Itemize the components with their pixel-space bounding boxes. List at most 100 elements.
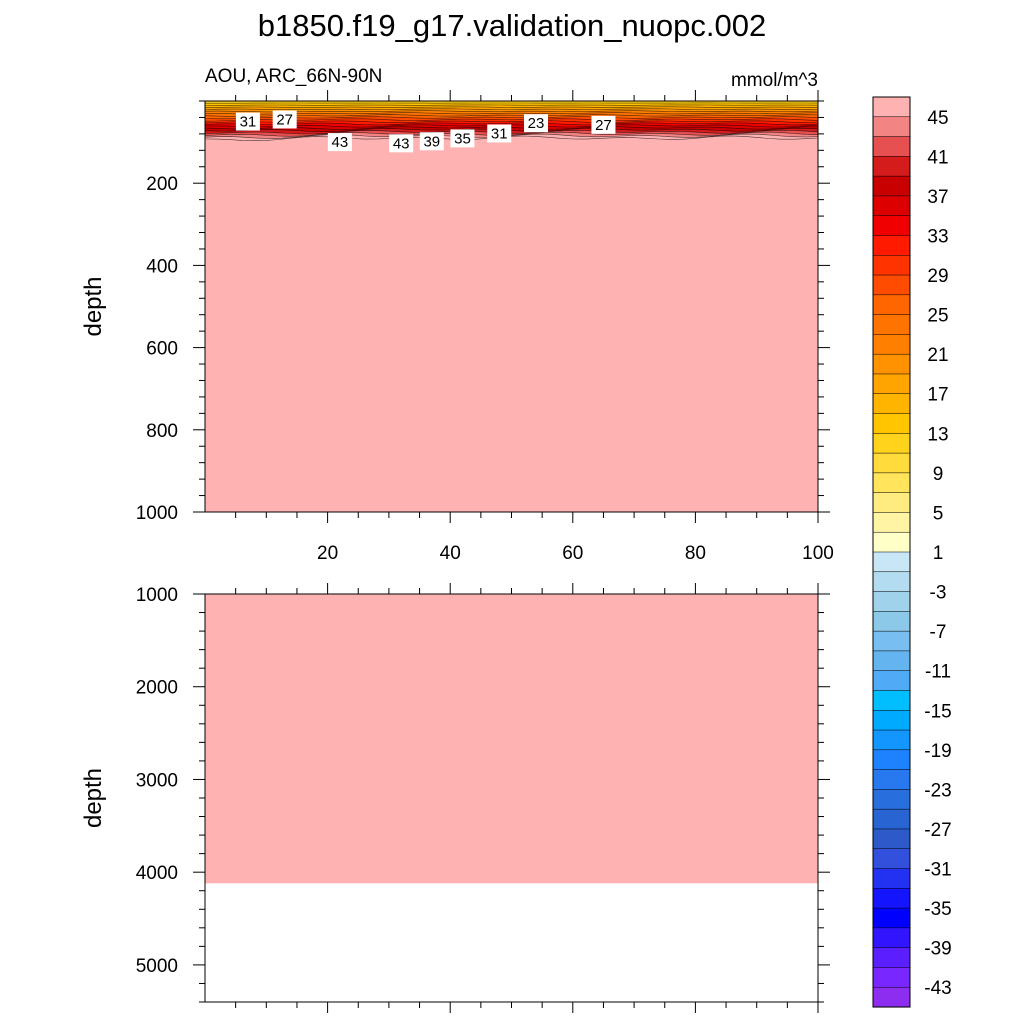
colorbar-label: 13 <box>927 424 948 445</box>
colorbar-label: 17 <box>927 385 948 406</box>
colorbar-swatch <box>872 452 911 474</box>
colorbar-swatch <box>872 195 911 217</box>
colorbar-swatch <box>872 729 911 751</box>
colorbar-swatch <box>872 967 911 988</box>
plot-title: b1850.f19_g17.validation_nuopc.002 <box>258 8 767 43</box>
colorbar-swatch <box>872 789 911 810</box>
colorbar-swatch <box>872 255 911 276</box>
colorbar-label: 1 <box>933 543 944 564</box>
y-tick-label: 1000 <box>136 585 178 606</box>
colorbar-frame <box>872 96 911 1008</box>
colorbar-swatch <box>872 769 911 790</box>
colorbar-label: -31 <box>924 860 951 881</box>
colorbar-label: 9 <box>933 464 944 485</box>
colorbar-label: -19 <box>924 741 951 762</box>
colorbar-swatch <box>872 353 911 375</box>
colorbar-swatch <box>872 650 911 672</box>
x-tick-label: 40 <box>440 543 461 564</box>
colorbar-swatch <box>872 749 911 771</box>
contour-label-box <box>591 115 616 134</box>
colorbar: 45 41 37 33 29 25 21 17 13 9 5 1 -3 -7 -11 -15 -19 -23 -27… <box>872 96 952 1008</box>
y-tick-label: 5000 <box>136 956 178 977</box>
colorbar-swatch <box>872 591 911 612</box>
colorbar-swatch <box>872 986 911 1008</box>
x-tick-label: 60 <box>562 543 583 564</box>
colorbar-label: -39 <box>924 939 951 960</box>
colorbar-swatch <box>872 947 911 968</box>
colorbar-label: 45 <box>927 108 948 129</box>
units-label: mmol/m^3 <box>731 70 818 91</box>
colorbar-swatch <box>872 512 911 533</box>
colorbar-label: -7 <box>930 622 947 643</box>
lower-depth-panel: 1000 2000 3000 4000 5000 depth <box>80 583 830 1013</box>
y-tick-label: 400 <box>146 256 178 277</box>
colorbar-swatch <box>872 393 911 415</box>
contour-label: 39 <box>423 133 440 150</box>
contour-label: 43 <box>393 135 410 152</box>
colorbar-swatch <box>872 472 911 494</box>
contour-label-box <box>389 134 414 153</box>
contour-label-box <box>235 112 260 131</box>
colorbar-swatch <box>872 868 911 889</box>
x-tick-label: 100 <box>802 543 834 564</box>
y-tick-label: 4000 <box>136 863 178 884</box>
colorbar-label: 41 <box>927 147 948 168</box>
colorbar-swatch <box>872 630 911 652</box>
colorbar-swatch <box>872 136 911 157</box>
contour-label-box <box>419 132 444 151</box>
contour-label: 31 <box>240 114 257 131</box>
colorbar-swatch <box>872 710 911 731</box>
colorbar-label: -15 <box>924 701 951 722</box>
contour-label: 27 <box>276 111 293 128</box>
y-tick-label: 2000 <box>136 678 178 699</box>
y-axis-label: depth <box>80 276 107 336</box>
colorbar-swatch <box>872 670 911 692</box>
x-tick-label: 20 <box>317 543 338 564</box>
colorbar-swatch <box>872 235 911 256</box>
colorbar-swatch <box>872 433 911 454</box>
colorbar-label: 5 <box>933 503 944 524</box>
y-axis-label: depth <box>80 768 107 828</box>
contour-label-box <box>450 129 475 148</box>
colorbar-label: -3 <box>930 583 947 604</box>
colorbar-label: 37 <box>927 187 948 208</box>
section-fill <box>205 594 818 884</box>
colorbar-label: 29 <box>927 266 948 287</box>
colorbar-swatch <box>872 294 911 316</box>
variable-label: AOU, ARC_66N-90N <box>205 66 382 87</box>
contour-label: 23 <box>528 115 545 132</box>
colorbar-label: 21 <box>927 345 948 366</box>
colorbar-swatch <box>872 848 911 870</box>
y-tick-label: 1000 <box>136 503 178 524</box>
colorbar-swatch <box>872 373 911 395</box>
colorbar-swatch <box>872 413 911 434</box>
colorbar-swatch <box>872 690 911 711</box>
colorbar-swatch <box>872 274 911 296</box>
colorbar-label: -35 <box>924 899 951 920</box>
colorbar-label: 33 <box>927 226 948 247</box>
colorbar-swatch <box>872 116 911 138</box>
y-tick-label: 200 <box>146 174 178 195</box>
colorbar-swatch <box>872 927 911 949</box>
colorbar-swatch <box>872 492 911 513</box>
colorbar-label: -27 <box>924 820 951 841</box>
contour-label: 43 <box>332 134 349 151</box>
colorbar-swatch <box>872 531 911 553</box>
contour-band <box>205 101 818 104</box>
colorbar-swatch <box>872 808 911 830</box>
contour-label-box <box>487 124 512 143</box>
colorbar-swatch <box>872 156 911 177</box>
contour-label: 31 <box>491 125 508 142</box>
colorbar-swatch <box>872 571 911 593</box>
upper-depth-panel: 31 27 43 43 39 35 31 23 27 20 40 60 80 100 200 400 600 80… <box>80 90 834 564</box>
colorbar-swatch <box>872 96 911 118</box>
y-tick-label: 800 <box>146 421 178 442</box>
contour-label: 35 <box>454 130 471 147</box>
colorbar-swatch <box>872 215 911 237</box>
contour-label: 27 <box>595 117 612 134</box>
colorbar-swatch <box>872 334 911 355</box>
surface-contour-bands <box>205 101 818 142</box>
colorbar-swatch <box>872 551 911 573</box>
x-tick-label: 80 <box>685 543 706 564</box>
